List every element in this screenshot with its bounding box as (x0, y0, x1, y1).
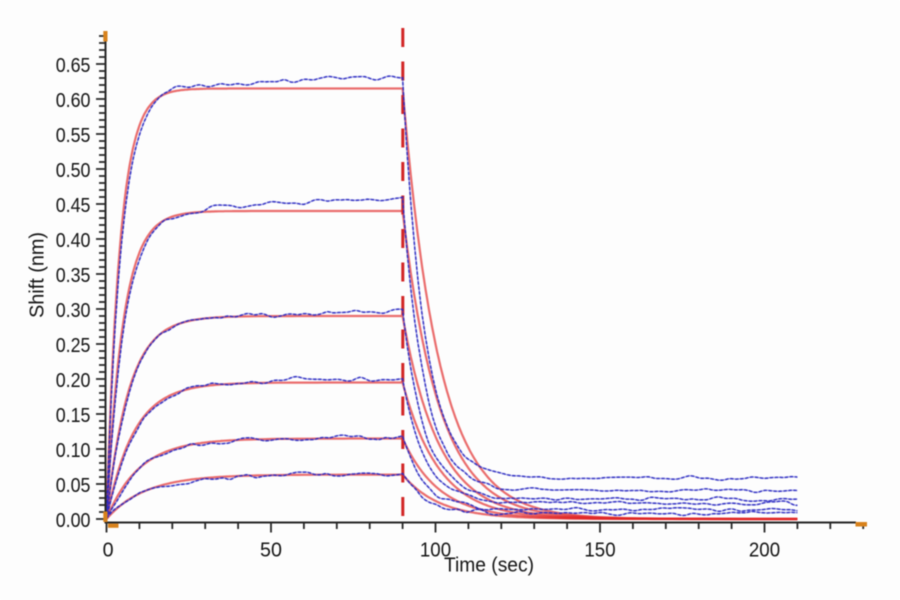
svg-text:0.20: 0.20 (56, 370, 91, 392)
svg-text:0.55: 0.55 (56, 125, 91, 147)
svg-text:0.00: 0.00 (56, 510, 91, 532)
svg-text:200: 200 (749, 539, 780, 562)
svg-text:0.25: 0.25 (56, 335, 91, 357)
svg-text:50: 50 (260, 539, 282, 561)
svg-text:0.50: 0.50 (56, 160, 91, 182)
svg-text:0: 0 (103, 539, 114, 561)
svg-text:0.60: 0.60 (56, 90, 91, 112)
svg-text:0.30: 0.30 (56, 300, 91, 322)
svg-text:0.65: 0.65 (56, 55, 91, 77)
svg-text:0.15: 0.15 (56, 405, 91, 427)
svg-text:Shift (nm): Shift (nm) (26, 232, 48, 318)
svg-text:0.45: 0.45 (56, 195, 91, 217)
svg-text:0.10: 0.10 (56, 440, 91, 462)
svg-text:0.05: 0.05 (56, 475, 91, 497)
svg-text:0.40: 0.40 (56, 230, 91, 252)
svg-text:0.35: 0.35 (56, 265, 91, 287)
svg-text:150: 150 (584, 539, 615, 562)
svg-text:Time (sec): Time (sec) (444, 554, 534, 577)
svg-text:100: 100 (420, 539, 451, 562)
